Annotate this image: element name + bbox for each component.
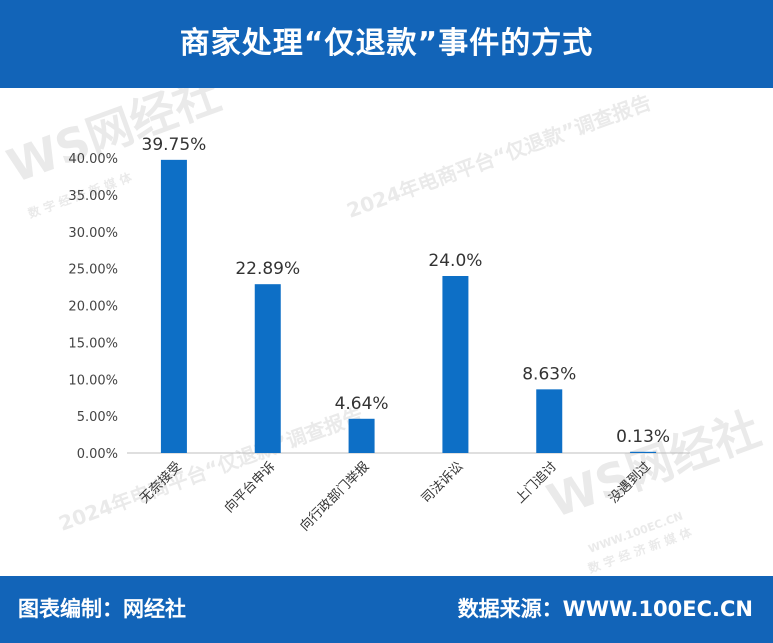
- data-label: 8.63%: [522, 364, 576, 384]
- watermark-brand: WS网经社: [540, 402, 767, 529]
- compiled-by-credit: 图表编制：网经社: [18, 597, 186, 621]
- page-title: 商家处理“仅退款”事件的方式: [179, 26, 594, 61]
- data-label: 24.0%: [428, 251, 482, 271]
- bar: [254, 284, 281, 453]
- y-tick-label: 25.00%: [68, 263, 118, 278]
- data-label: 22.89%: [235, 259, 300, 279]
- y-tick-label: 30.00%: [68, 226, 118, 241]
- bar: [536, 389, 563, 453]
- y-tick-label: 10.00%: [68, 373, 118, 388]
- y-tick-label: 5.00%: [77, 410, 118, 425]
- y-tick-label: 35.00%: [68, 189, 118, 204]
- y-tick-label: 0.00%: [77, 447, 118, 462]
- data-label: 0.13%: [616, 427, 670, 447]
- bar: [630, 451, 657, 453]
- data-source-credit: 数据来源：WWW.100EC.CN: [457, 597, 753, 621]
- data-label: 4.64%: [335, 394, 389, 414]
- bar: [348, 418, 375, 453]
- data-label: 39.75%: [142, 135, 207, 155]
- header-bar: [0, 0, 773, 88]
- x-tick-label: 司法诉讼: [419, 459, 466, 506]
- y-tick-label: 15.00%: [68, 336, 118, 351]
- watermark-report: 2024年电商平台“仅退款”调查报告: [344, 90, 655, 223]
- chart-axes: 0.00% 5.00% 10.00% 15.00% 20.00% 25.00% 30.00%…: [68, 152, 690, 462]
- footer-bar: 图表编制：网经社 数据来源：WWW.100EC.CN: [0, 576, 773, 643]
- bar-chart: WS网经社 数 字 经 济 新 媒 体 2024年电商平台“仅退款”调查报告 2…: [0, 88, 767, 576]
- x-tick-label: 向行政部门举报: [297, 459, 373, 535]
- y-tick-label: 20.00%: [68, 300, 118, 315]
- bar: [442, 276, 469, 453]
- y-tick-label: 40.00%: [68, 152, 118, 167]
- bar: [160, 159, 187, 453]
